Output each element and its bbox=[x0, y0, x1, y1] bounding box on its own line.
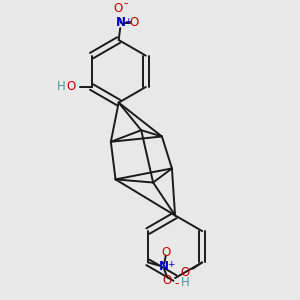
Text: H: H bbox=[181, 276, 189, 289]
Text: -: - bbox=[174, 277, 178, 290]
Text: O: O bbox=[180, 266, 190, 279]
Text: +: + bbox=[124, 17, 131, 26]
Text: O: O bbox=[163, 274, 172, 287]
Text: O: O bbox=[113, 2, 122, 15]
Text: N: N bbox=[159, 260, 169, 273]
Text: O: O bbox=[67, 80, 76, 94]
Text: O: O bbox=[129, 16, 139, 29]
Text: -: - bbox=[123, 0, 128, 11]
Text: O: O bbox=[161, 246, 170, 259]
Text: +: + bbox=[167, 260, 174, 269]
Text: N: N bbox=[116, 16, 126, 29]
Text: H: H bbox=[56, 80, 65, 94]
